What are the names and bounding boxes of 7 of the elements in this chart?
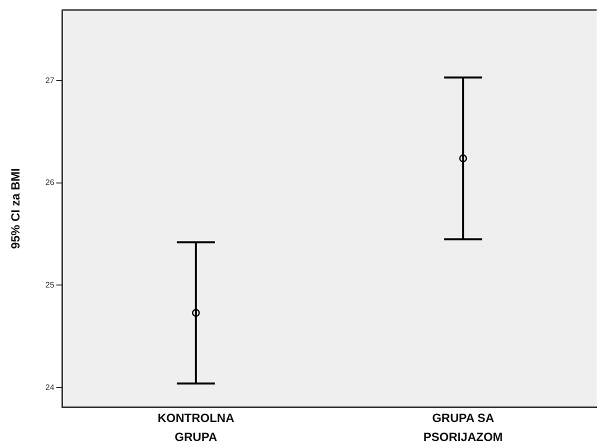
y-tick-label: 25 (45, 280, 55, 290)
x-tick-label: KONTROLNA GRUPA (158, 410, 235, 444)
y-tick-label: 27 (45, 76, 55, 85)
x-tick-label: GRUPA SA PSORIJAZOM (423, 410, 503, 444)
y-axis-title: 95% CI za BMI (8, 168, 23, 249)
y-tick-label: 26 (45, 178, 55, 188)
y-tick-label: 24 (45, 382, 55, 392)
